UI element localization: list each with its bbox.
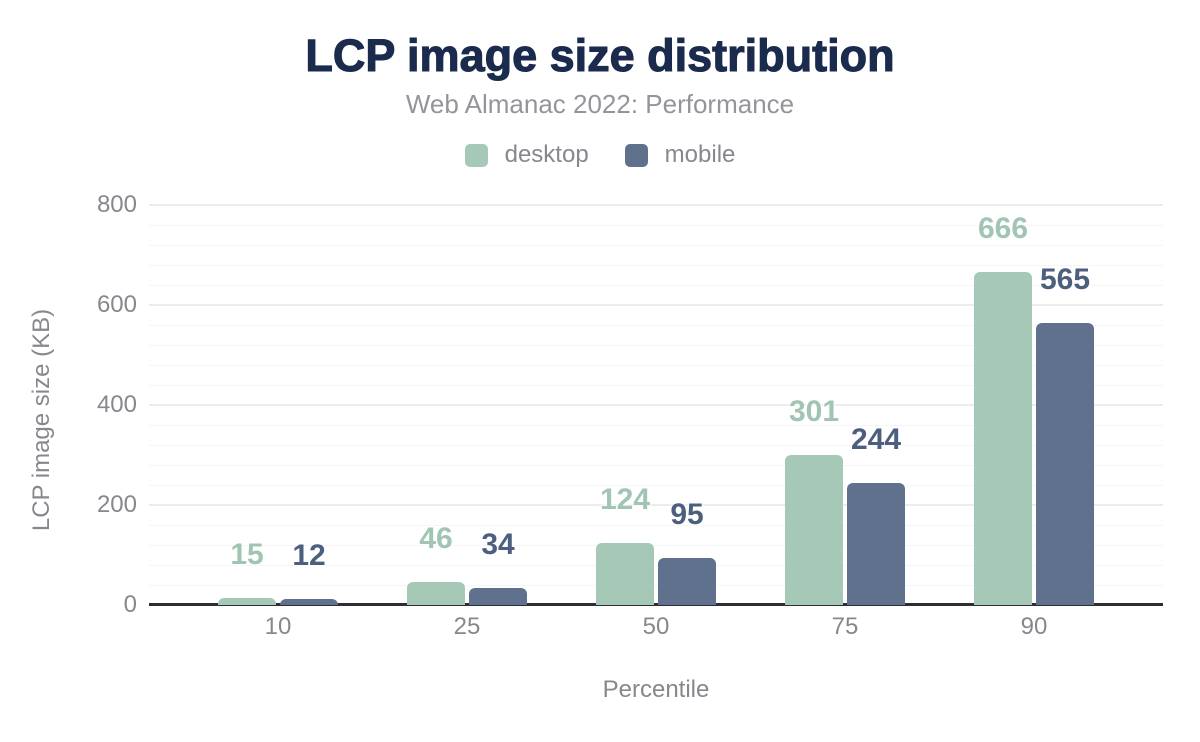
value-label-desktop-p50: 124: [599, 483, 651, 516]
x-tick-label-50: 50: [642, 613, 670, 640]
gridline-y-440: [149, 385, 1163, 386]
gridline-y-40: [149, 585, 1163, 586]
legend-item-desktop[interactable]: desktop: [464, 141, 589, 169]
plot-area: 15 12 46 34 124 95 301 244 666 565: [149, 204, 1163, 606]
mobile-legend-swatch-icon: [624, 143, 648, 167]
gridline-y-360: [149, 425, 1163, 426]
gridline-y-760: [149, 225, 1163, 226]
chart-subtitle: Web Almanac 2022: Performance: [405, 89, 795, 119]
gridline-y-160: [149, 525, 1163, 526]
gridline-y-480: [149, 365, 1163, 366]
gridline-y-600: [149, 304, 1163, 306]
bar-desktop-p50[interactable]: [596, 543, 654, 605]
legend: desktop mobile: [0, 141, 1200, 169]
gridline-y-680: [149, 265, 1163, 266]
y-tick-label-400: 400: [96, 391, 137, 418]
gridline-y-200: [149, 504, 1163, 506]
bar-desktop-p75[interactable]: [785, 454, 843, 605]
gridline-y-240: [149, 485, 1163, 486]
value-label-desktop-p75: 301: [788, 394, 840, 428]
gridline-y-720: [149, 245, 1163, 246]
desktop-legend-swatch-icon: [464, 143, 488, 167]
legend-label-mobile: mobile: [664, 141, 736, 168]
bar-desktop-p10[interactable]: [218, 597, 276, 605]
value-label-desktop-p25: 46: [419, 522, 453, 555]
x-axis-line: [149, 603, 1163, 606]
gridline-y-320: [149, 445, 1163, 446]
y-tick-label-0: 0: [123, 591, 137, 618]
y-tick-label-200: 200: [96, 491, 137, 518]
bar-mobile-p10[interactable]: [280, 599, 338, 605]
bar-desktop-p90[interactable]: [974, 272, 1032, 605]
gridline-y-400: [149, 404, 1163, 406]
gridline-y-800: [149, 204, 1163, 206]
bar-mobile-p25[interactable]: [469, 588, 527, 605]
bar-mobile-p90[interactable]: [1036, 322, 1094, 605]
bar-desktop-p25[interactable]: [407, 582, 465, 605]
x-tick-label-25: 25: [453, 613, 481, 640]
gridline-y-640: [149, 285, 1163, 286]
gridline-y-280: [149, 465, 1163, 466]
chart-title: LCP image size distribution: [305, 29, 895, 81]
legend-label-desktop: desktop: [504, 141, 589, 168]
gridline-y-120: [149, 545, 1163, 546]
bar-mobile-p50[interactable]: [658, 557, 716, 605]
bar-mobile-p75[interactable]: [847, 483, 905, 605]
value-label-mobile-p75: 244: [850, 423, 902, 456]
x-tick-label-10: 10: [264, 613, 292, 640]
y-tick-label-600: 600: [96, 291, 137, 318]
x-axis-title: Percentile: [602, 676, 710, 703]
legend-item-mobile[interactable]: mobile: [624, 141, 736, 169]
value-label-desktop-p90: 666: [977, 212, 1029, 245]
x-tick-label-90: 90: [1020, 613, 1048, 640]
x-tick-label-75: 75: [831, 613, 859, 640]
gridline-y-80: [149, 565, 1163, 566]
y-tick-label-800: 800: [96, 191, 137, 218]
gridline-y-560: [149, 325, 1163, 326]
gridline-y-520: [149, 345, 1163, 346]
